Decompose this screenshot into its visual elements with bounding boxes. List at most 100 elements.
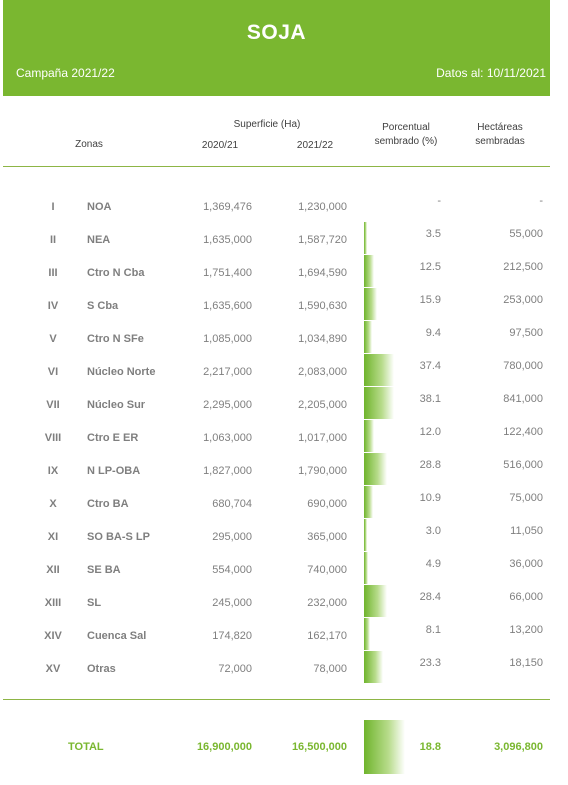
surface-2021: 2,205,000 xyxy=(298,399,347,411)
surface-2020: 1,635,000 xyxy=(203,234,252,246)
sown-progress-bar xyxy=(364,453,388,485)
col-header-zonas: Zonas xyxy=(75,139,103,150)
sown-percent: 4.9 xyxy=(425,558,441,570)
total-progress-bar xyxy=(364,720,405,774)
report-title: SOJA xyxy=(246,21,307,44)
sown-hectares: 122,400 xyxy=(503,426,543,438)
zone-name: Cuenca Sal xyxy=(87,630,147,642)
zone-number: IX xyxy=(47,465,59,477)
surface-2020: 245,000 xyxy=(212,597,252,609)
surface-2021: 1,034,890 xyxy=(298,333,347,345)
zone-number: XIII xyxy=(44,597,62,609)
table-row: XV Otras 72,000 78,000 23.3 18,150 xyxy=(0,651,568,683)
total-2020: 16,900,000 xyxy=(196,741,252,753)
zone-number: VIII xyxy=(44,432,62,444)
table-row: VIII Ctro E ER 1,063,000 1,017,000 12.0 122,4… xyxy=(0,420,568,452)
zone-number: X xyxy=(49,498,57,510)
sown-percent: 9.4 xyxy=(425,327,441,339)
table-row: XII SE BA 554,000 740,000 4.9 36,000 xyxy=(0,552,568,584)
surface-2020: 174,820 xyxy=(212,630,252,642)
surface-2020: 2,295,000 xyxy=(203,399,252,411)
zone-number: VI xyxy=(47,366,59,378)
sown-percent: 10.9 xyxy=(419,492,441,504)
surface-2020: 2,217,000 xyxy=(203,366,252,378)
header-divider xyxy=(3,166,550,167)
table-row: I NOA 1,369,476 1,230,000 - - xyxy=(0,195,568,221)
sown-percent: 23.3 xyxy=(419,657,441,669)
surface-2021: 1,017,000 xyxy=(298,432,347,444)
zone-name: N LP-OBA xyxy=(87,465,141,477)
zone-number: I xyxy=(51,201,55,213)
surface-2021: 740,000 xyxy=(307,564,347,576)
table-row: XIV Cuenca Sal 174,820 162,170 8.1 13,200 xyxy=(0,618,568,650)
table-row: IV S Cba 1,635,600 1,590,630 15.9 253,000 xyxy=(0,288,568,320)
sown-hectares: 97,500 xyxy=(509,327,543,339)
zone-number: V xyxy=(49,333,57,345)
zone-name: SL xyxy=(87,597,102,609)
table-row: XI SO BA-S LP 295,000 365,000 3.0 11,050 xyxy=(0,519,568,551)
sown-progress-bar xyxy=(364,420,374,452)
surface-2020: 72,000 xyxy=(218,663,252,675)
sown-progress-bar xyxy=(364,585,387,617)
zone-name: Ctro E ER xyxy=(87,432,139,444)
zone-name: Núcleo Norte xyxy=(87,366,156,378)
zone-number: XV xyxy=(45,663,61,675)
surface-2020: 1,063,000 xyxy=(203,432,252,444)
sown-percent: 8.1 xyxy=(425,624,441,636)
surface-2021: 162,170 xyxy=(307,630,347,642)
sown-progress-bar xyxy=(364,255,374,287)
zone-name: SO BA-S LP xyxy=(87,531,150,543)
total-2021: 16,500,000 xyxy=(291,741,347,753)
col-header-hectareas-line2: sembradas xyxy=(475,136,525,147)
zone-number: VII xyxy=(46,399,60,411)
sown-percent: 38.1 xyxy=(419,393,441,405)
zone-name: S Cba xyxy=(87,300,119,312)
table-row: XIII SL 245,000 232,000 28.4 66,000 xyxy=(0,585,568,617)
table-row: II NEA 1,635,000 1,587,720 3.5 55,000 xyxy=(0,222,568,254)
table-row: IX N LP-OBA 1,827,000 1,790,000 28.8 516,000 xyxy=(0,453,568,485)
zone-number: III xyxy=(48,267,58,279)
total-hectareas: 3,096,800 xyxy=(494,741,543,753)
sown-percent: 3.0 xyxy=(425,525,441,537)
sown-hectares: 36,000 xyxy=(509,558,543,570)
surface-2021: 1,790,000 xyxy=(298,465,347,477)
surface-2021: 1,694,590 xyxy=(298,267,347,279)
sown-progress-bar xyxy=(364,288,377,320)
zone-name: NOA xyxy=(87,201,112,213)
sown-progress-bar xyxy=(364,519,367,551)
sown-progress-bar xyxy=(364,552,368,584)
sown-percent: 28.8 xyxy=(419,459,441,471)
sown-percent: 37.4 xyxy=(419,360,441,372)
surface-2021: 1,587,720 xyxy=(298,234,347,246)
col-header-2020: 2020/21 xyxy=(201,140,239,151)
total-pct: 18.8 xyxy=(419,741,441,753)
sown-percent: 12.5 xyxy=(419,261,441,273)
surface-2021: 365,000 xyxy=(307,531,347,543)
campaign-label: Campaña 2021/22 xyxy=(16,66,115,80)
table-row: III Ctro N Cba 1,751,400 1,694,590 12.5 212,5… xyxy=(0,255,568,287)
sown-hectares: 55,000 xyxy=(509,228,543,240)
sown-hectares: 13,200 xyxy=(509,624,543,636)
total-row: TOTAL 16,900,000 16,500,000 18.8 3,096,8… xyxy=(0,741,568,757)
data-date-label: Datos al: 10/11/2021 xyxy=(436,66,546,80)
zone-name: Ctro BA xyxy=(87,498,129,510)
sown-percent: 15.9 xyxy=(419,294,441,306)
sown-hectares: 11,050 xyxy=(510,525,543,537)
surface-2020: 1,827,000 xyxy=(203,465,252,477)
sown-progress-bar xyxy=(364,651,383,683)
zone-name: Otras xyxy=(87,663,116,675)
table-row: VI Núcleo Norte 2,217,000 2,083,000 37.4 780,… xyxy=(0,354,568,386)
surface-2020: 680,704 xyxy=(212,498,252,510)
zone-name: Núcleo Sur xyxy=(87,399,146,411)
surface-2021: 1,590,630 xyxy=(298,300,347,312)
total-label: TOTAL xyxy=(68,741,104,753)
col-header-superficie: Superficie (Ha) xyxy=(233,119,301,130)
table-row: V Ctro N SFe 1,085,000 1,034,890 9.4 97,500 xyxy=(0,321,568,353)
zone-number: XIV xyxy=(44,630,62,642)
surface-2021: 2,083,000 xyxy=(298,366,347,378)
sown-progress-bar xyxy=(364,321,372,353)
sown-percent: 3.5 xyxy=(425,228,441,240)
sown-progress-bar xyxy=(364,486,373,518)
sown-progress-bar xyxy=(364,354,394,386)
surface-2020: 1,085,000 xyxy=(203,333,252,345)
